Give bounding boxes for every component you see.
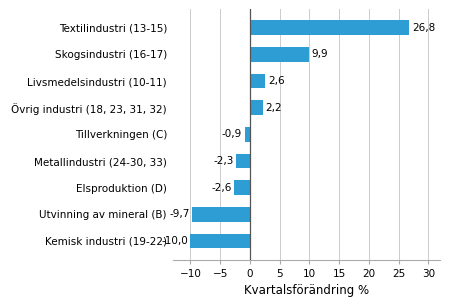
- Bar: [250, 100, 263, 115]
- Bar: [236, 154, 250, 169]
- Bar: [245, 127, 250, 142]
- Text: -9,7: -9,7: [169, 209, 190, 219]
- Bar: [250, 74, 266, 88]
- Bar: [234, 180, 250, 195]
- Text: 26,8: 26,8: [412, 23, 435, 33]
- Text: -10,0: -10,0: [161, 236, 188, 246]
- Text: 2,6: 2,6: [268, 76, 284, 86]
- Text: -0,9: -0,9: [222, 129, 242, 140]
- Bar: [190, 234, 250, 248]
- Text: -2,6: -2,6: [212, 183, 232, 193]
- Bar: [250, 21, 410, 35]
- Text: -2,3: -2,3: [213, 156, 234, 166]
- Bar: [250, 47, 309, 62]
- Text: 9,9: 9,9: [311, 50, 328, 59]
- Bar: [192, 207, 250, 222]
- X-axis label: Kvartalsförändring %: Kvartalsförändring %: [244, 284, 369, 297]
- Text: 2,2: 2,2: [266, 103, 282, 113]
